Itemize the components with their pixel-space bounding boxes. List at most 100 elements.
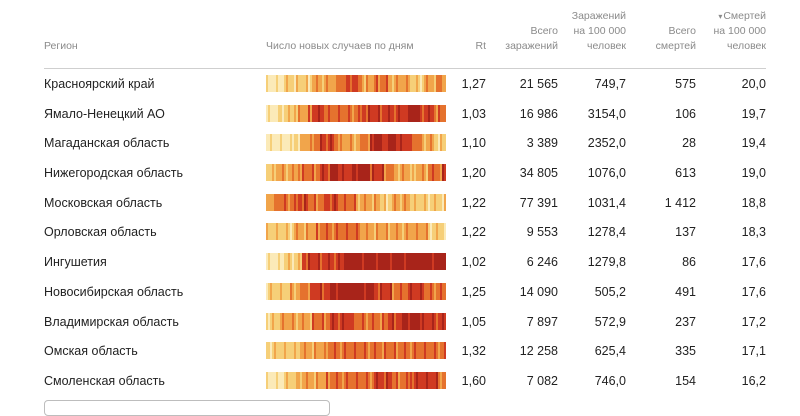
region-name: Смоленская область — [44, 373, 165, 388]
total-deaths-value: 86 — [682, 255, 696, 270]
cases-per-100k-value: 2352,0 — [587, 136, 626, 151]
rt-value: 1,03 — [461, 106, 486, 121]
deaths-per-100k-value: 16,2 — [741, 373, 766, 388]
daily-cases-sparkline — [266, 282, 446, 300]
total-cases-value: 14 090 — [519, 284, 558, 299]
region-name: Омская область — [44, 344, 138, 359]
total-cases-value: 16 986 — [519, 106, 558, 121]
table-row[interactable]: Красноярский край 1,27 21 565 749,7 575 20,0 — [44, 69, 766, 99]
daily-cases-sparkline — [266, 104, 446, 122]
total-deaths-value: 1 412 — [664, 195, 696, 210]
region-name: Московская область — [44, 195, 163, 210]
rt-value: 1,60 — [461, 373, 486, 388]
table-row[interactable]: Нижегородская область 1,20 34 805 1076,0 613… — [44, 158, 766, 188]
table-row[interactable]: Орловская область 1,22 9 553 1278,4 137 18,3 — [44, 217, 766, 247]
daily-cases-sparkline — [266, 342, 446, 360]
table-row[interactable]: Магаданская область 1,10 3 389 2352,0 28 19,4 — [44, 128, 766, 158]
deaths-per-100k-value: 20,0 — [741, 77, 766, 91]
cases-per-100k-value: 1076,0 — [587, 166, 626, 181]
header-rt[interactable]: Rt — [475, 40, 487, 52]
deaths-per-100k-value: 17,6 — [741, 255, 766, 270]
rt-value: 1,32 — [461, 344, 486, 359]
rt-value: 1,25 — [461, 284, 486, 299]
region-name: Владимирская область — [44, 314, 179, 329]
total-cases-value: 34 805 — [519, 166, 558, 181]
region-name: Ингушетия — [44, 255, 107, 270]
regions-table: Регион Число новых случаев по дням Rt Вс… — [44, 0, 766, 396]
total-cases-value: 6 246 — [526, 255, 558, 270]
table-row[interactable]: Новосибирская область 1,25 14 090 505,2 491 1… — [44, 277, 766, 307]
daily-cases-sparkline — [266, 75, 446, 92]
cases-per-100k-value: 3154,0 — [587, 106, 626, 121]
deaths-per-100k-value: 18,3 — [741, 225, 766, 240]
cases-per-100k-value: 749,7 — [594, 77, 626, 91]
table-row[interactable]: Смоленская область 1,60 7 082 746,0 154 16,2 — [44, 366, 766, 396]
sort-desc-icon: ▾ — [718, 12, 723, 21]
region-name: Красноярский край — [44, 77, 155, 91]
total-deaths-value: 491 — [675, 284, 696, 299]
total-cases-value: 12 258 — [519, 344, 558, 359]
cases-per-100k-value: 1279,8 — [587, 255, 626, 270]
rt-value: 1,22 — [461, 195, 486, 210]
cases-per-100k-value: 746,0 — [594, 373, 626, 388]
deaths-per-100k-value: 19,0 — [741, 166, 766, 181]
table-row[interactable]: Владимирская область 1,05 7 897 572,9 237 17,… — [44, 307, 766, 337]
header-deaths-per-100k[interactable]: ▾Смертей на 100 000 человек — [713, 9, 766, 54]
daily-cases-sparkline — [266, 223, 446, 241]
table-header: Регион Число новых случаев по дням Rt Вс… — [44, 0, 766, 69]
header-total-deaths[interactable]: Всего смертей — [655, 25, 696, 52]
rt-value: 1,22 — [461, 225, 486, 240]
rt-value: 1,10 — [461, 136, 486, 151]
daily-cases-sparkline — [266, 253, 446, 271]
header-daily-cases: Число новых случаев по дням — [266, 40, 414, 52]
header-cases-per-100k[interactable]: Заражений на 100 000 человек — [571, 10, 626, 52]
total-deaths-value: 335 — [675, 344, 696, 359]
region-name: Новосибирская область — [44, 284, 184, 299]
region-name: Магаданская область — [44, 136, 170, 151]
cases-per-100k-value: 625,4 — [594, 344, 626, 359]
table-body: Красноярский край 1,27 21 565 749,7 575 20,0 Я… — [44, 69, 766, 396]
deaths-per-100k-value: 19,4 — [741, 136, 766, 151]
deaths-per-100k-value: 19,7 — [741, 106, 766, 121]
total-deaths-value: 106 — [675, 106, 696, 121]
show-more-button[interactable] — [44, 400, 330, 416]
total-cases-value: 3 389 — [526, 136, 558, 151]
total-deaths-value: 575 — [675, 77, 696, 91]
daily-cases-sparkline — [266, 371, 446, 389]
total-deaths-value: 237 — [675, 314, 696, 329]
table-row[interactable]: Московская область 1,22 77 391 1031,4 1 412 1… — [44, 188, 766, 218]
deaths-per-100k-value: 17,1 — [741, 344, 766, 359]
total-cases-value: 21 565 — [519, 77, 558, 91]
table-row[interactable]: Ингушетия 1,02 6 246 1279,8 86 17,6 — [44, 247, 766, 277]
region-name: Нижегородская область — [44, 166, 183, 181]
total-cases-value: 7 897 — [526, 314, 558, 329]
total-deaths-value: 613 — [675, 166, 696, 181]
region-name: Орловская область — [44, 225, 157, 240]
daily-cases-sparkline — [266, 312, 446, 330]
total-cases-value: 7 082 — [526, 373, 558, 388]
region-name: Ямало-Ненецкий АО — [44, 106, 165, 121]
deaths-per-100k-value: 17,6 — [741, 284, 766, 299]
daily-cases-sparkline — [266, 164, 446, 182]
deaths-per-100k-value: 18,8 — [741, 195, 766, 210]
rt-value: 1,02 — [461, 255, 486, 270]
total-cases-value: 9 553 — [526, 225, 558, 240]
deaths-per-100k-value: 17,2 — [741, 314, 766, 329]
cases-per-100k-value: 1031,4 — [587, 195, 626, 210]
cases-per-100k-value: 572,9 — [594, 314, 626, 329]
daily-cases-sparkline — [266, 134, 446, 152]
header-total-cases[interactable]: Всего заражений — [505, 25, 558, 52]
cases-per-100k-value: 1278,4 — [587, 225, 626, 240]
table-row[interactable]: Ямало-Ненецкий АО 1,03 16 986 3154,0 106 19,7 — [44, 99, 766, 129]
header-region[interactable]: Регион — [44, 40, 78, 52]
header-deaths-per-100k-label: Смертей на 100 000 человек — [713, 10, 766, 52]
rt-value: 1,20 — [461, 166, 486, 181]
total-deaths-value: 154 — [675, 373, 696, 388]
cases-per-100k-value: 505,2 — [594, 284, 626, 299]
total-cases-value: 77 391 — [519, 195, 558, 210]
rt-value: 1,27 — [461, 77, 486, 91]
daily-cases-sparkline — [266, 193, 446, 211]
total-deaths-value: 28 — [682, 136, 696, 151]
rt-value: 1,05 — [461, 314, 486, 329]
table-row[interactable]: Омская область 1,32 12 258 625,4 335 17,1 — [44, 336, 766, 366]
